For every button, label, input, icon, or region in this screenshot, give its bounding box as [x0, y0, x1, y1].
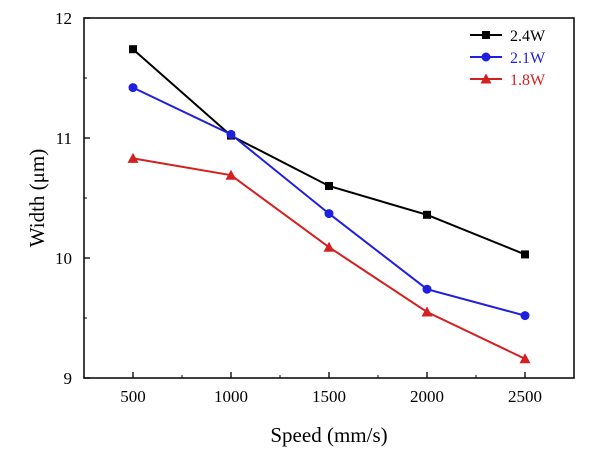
- data-point: [519, 353, 531, 364]
- data-point: [421, 306, 433, 317]
- x-tick-label: 2000: [410, 387, 444, 406]
- legend-marker: [480, 73, 492, 84]
- data-point: [422, 284, 432, 294]
- ticks-layer: 500 1000 1500 2000 2500 9 10 11 12: [55, 9, 542, 406]
- legend-label: 1.8W: [510, 72, 546, 89]
- legend: 2.4W 2.1W 1.8W: [470, 28, 546, 89]
- x-tick-label: 2500: [508, 387, 542, 406]
- legend-entry: 1.8W: [470, 72, 546, 89]
- legend-label: 2.4W: [510, 28, 546, 45]
- series-layer: [127, 45, 531, 364]
- data-point: [129, 45, 137, 54]
- data-point: [423, 210, 431, 219]
- data-point: [323, 241, 335, 252]
- series-2.1W: [128, 83, 530, 321]
- legend-entry: 2.1W: [470, 50, 546, 67]
- data-point: [225, 169, 237, 180]
- x-axis-label: Speed (mm/s): [270, 423, 387, 447]
- data-point: [521, 250, 529, 259]
- legend-marker: [481, 52, 491, 62]
- legend-label: 2.1W: [510, 50, 546, 67]
- data-point: [520, 311, 530, 321]
- series-line: [132, 86, 526, 317]
- series-2.4W: [129, 45, 529, 259]
- data-point: [324, 209, 334, 219]
- y-tick-label: 11: [56, 129, 72, 148]
- y-axis-label: Width (μm): [25, 149, 49, 247]
- x-tick-label: 1000: [214, 387, 248, 406]
- y-tick-label: 9: [64, 369, 73, 388]
- data-point: [325, 182, 333, 190]
- data-point: [127, 152, 139, 163]
- series-1.8W: [127, 152, 531, 364]
- y-tick-label: 10: [55, 249, 72, 268]
- data-point: [128, 83, 138, 93]
- legend-marker: [482, 31, 490, 39]
- legend-entry: 2.4W: [470, 28, 546, 45]
- y-tick-label: 12: [55, 9, 72, 28]
- x-tick-label: 500: [120, 387, 146, 406]
- series-line: [132, 48, 526, 256]
- x-tick-label: 1500: [312, 387, 346, 406]
- data-point: [226, 129, 236, 139]
